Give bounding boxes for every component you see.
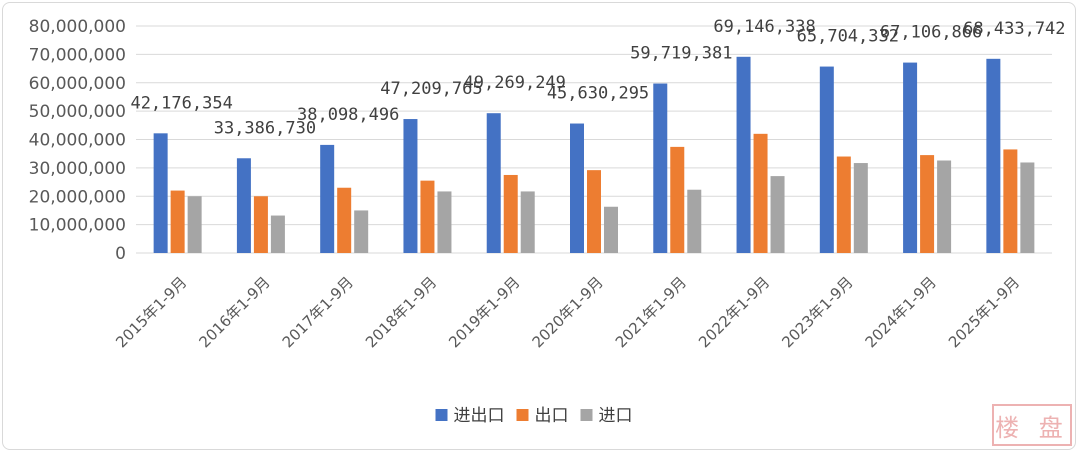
bar-import: [770, 176, 785, 253]
bar-export: [503, 174, 518, 253]
bar-import: [437, 191, 452, 253]
bar-total: [403, 119, 418, 253]
bar-total: [236, 158, 251, 253]
bar-import: [520, 191, 535, 253]
bar-total: [653, 83, 668, 253]
data-label: 42,176,354: [130, 93, 232, 113]
x-tick-label: 2023年1-9月: [778, 273, 856, 351]
legend-swatch: [435, 409, 448, 421]
bar-total: [903, 62, 918, 254]
bar-import: [853, 163, 868, 253]
bar-import: [187, 196, 202, 253]
data-label: 68,433,742: [963, 19, 1065, 39]
bar-import: [354, 210, 369, 253]
bar-export: [253, 196, 268, 253]
x-tick-label: 2019年1-9月: [445, 273, 523, 351]
legend-label: 进口: [599, 406, 633, 426]
bar-export: [670, 146, 685, 253]
bar-total: [570, 123, 584, 253]
legend-swatch: [580, 409, 593, 421]
data-label: 65,704,332: [797, 27, 899, 47]
data-label: 49,269,249: [464, 73, 566, 93]
gridlines: [136, 25, 1052, 254]
bar-export: [920, 155, 935, 253]
y-axis-ticks: 0 10,000,000 20,000,000 30,000,000 40,000,00…: [29, 17, 126, 264]
x-tick-label: 2021年1-9月: [612, 273, 690, 351]
data-label: 38,098,496: [297, 105, 399, 125]
y-tick-label: 50,000,000: [29, 102, 126, 122]
bar-import: [937, 160, 952, 253]
y-tick-label: 30,000,000: [29, 159, 126, 179]
y-tick-label: 40,000,000: [29, 131, 126, 151]
x-axis-ticks: 2015年1-9月 2016年1-9月 2017年1-9月 2018年1-9月 2019…: [112, 273, 1023, 351]
data-label: 59,719,381: [630, 44, 732, 64]
bar-import: [270, 215, 285, 253]
x-tick-label: 2017年1-9月: [279, 273, 357, 351]
data-label: 45,630,295: [547, 84, 649, 104]
bar-export: [1003, 149, 1018, 253]
data-label: 47,209,765: [380, 79, 482, 99]
bar-export: [587, 170, 601, 253]
data-label: 33,386,730: [214, 118, 316, 138]
bar-total: [153, 133, 168, 253]
y-tick-label: 0: [115, 244, 126, 264]
legend-label: 进出口: [454, 406, 505, 426]
x-tick-label: 2018年1-9月: [362, 273, 440, 351]
legend-swatch: [516, 409, 529, 421]
x-tick-label: 2024年1-9月: [862, 273, 940, 351]
bar-total: [486, 113, 501, 253]
bar-import: [604, 206, 618, 253]
bar-export: [170, 190, 185, 253]
bar-total: [320, 144, 335, 253]
bar-total: [986, 58, 1001, 253]
bar-export: [420, 180, 435, 253]
bar-total: [819, 66, 834, 253]
x-tick-label: 2022年1-9月: [695, 273, 773, 351]
legend: 进出口 出口 进口: [435, 406, 633, 426]
x-tick-label: 2025年1-9月: [945, 273, 1023, 351]
y-tick-label: 10,000,000: [29, 216, 126, 236]
bar-export: [337, 187, 352, 253]
bar-export: [836, 156, 851, 253]
x-tick-label: 2016年1-9月: [195, 273, 273, 351]
bar-total: [736, 56, 751, 253]
y-tick-label: 80,000,000: [29, 17, 126, 37]
legend-label: 出口: [535, 406, 569, 426]
y-tick-label: 20,000,000: [29, 187, 126, 207]
x-tick-label: 2015年1-9月: [112, 273, 190, 351]
watermark-stamp: 楼 盘: [992, 404, 1072, 446]
y-tick-label: 70,000,000: [29, 45, 126, 65]
x-tick-label: 2020年1-9月: [529, 273, 607, 351]
bars: [153, 56, 1035, 254]
data-label: 69,146,338: [713, 17, 815, 37]
bar-import: [687, 189, 702, 253]
bar-import: [1020, 162, 1035, 253]
y-tick-label: 60,000,000: [29, 74, 126, 94]
bar-export: [753, 133, 768, 253]
data-label: 67,106,866: [880, 23, 982, 43]
